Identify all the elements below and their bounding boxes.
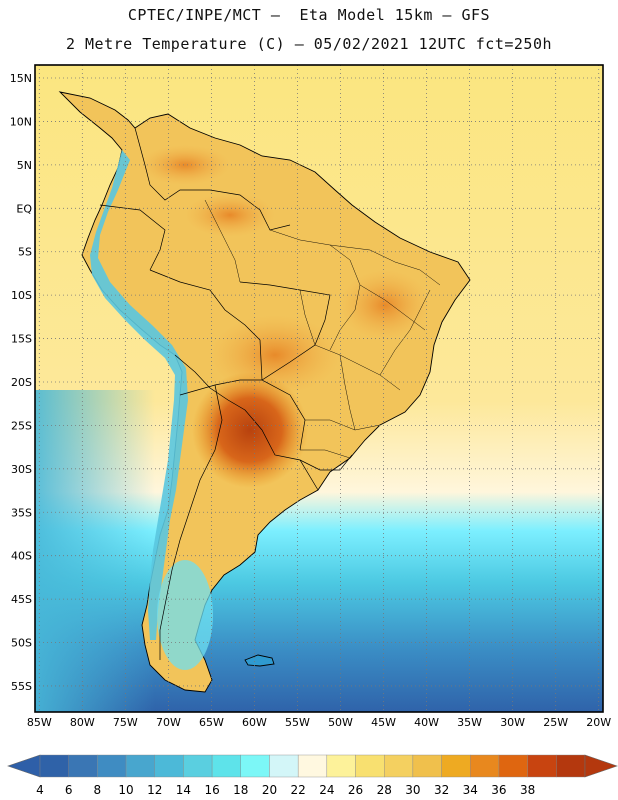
colorbar-tick-label: 30 [405, 783, 420, 797]
colorbar-tick-label: 32 [434, 783, 449, 797]
colorbar-swatch [269, 754, 299, 778]
colorbar-swatch [39, 754, 69, 778]
colorbar-tick-label: 38 [520, 783, 535, 797]
colorbar-tick-label: 12 [147, 783, 162, 797]
longitude-label: 30W [500, 716, 525, 729]
latitude-label: 10N [10, 115, 32, 128]
colorbar-swatch [527, 754, 557, 778]
latitude-label: 35S [11, 506, 32, 519]
venezuela-warm-region [140, 145, 230, 185]
colorbar-swatch [154, 754, 184, 778]
longitude-label: 20W [586, 716, 611, 729]
colorbar-tick-label: 6 [65, 783, 73, 797]
colorbar-swatch [68, 754, 98, 778]
colorbar-over-arrow [584, 754, 618, 778]
longitude-label: 70W [156, 716, 181, 729]
colorbar-swatch [441, 754, 471, 778]
colorbar-tick-label: 36 [491, 783, 506, 797]
graticule [35, 65, 603, 712]
longitude-label: 35W [457, 716, 482, 729]
colorbar-swatch [355, 754, 385, 778]
longitude-label: 60W [242, 716, 267, 729]
colorbar-tick-label: 10 [118, 783, 133, 797]
latitude-label: EQ [16, 202, 32, 215]
map-title-line1: CPTEC/INPE/MCT – Eta Model 15km – GFS [127, 6, 491, 24]
map-title-line2: 2 Metre Temperature (C) – 05/02/2021 12U… [65, 35, 553, 53]
falkland-islands [244, 654, 275, 667]
latitude-label: 25S [11, 419, 32, 432]
colorbar-under-arrow [7, 754, 41, 778]
latitude-label: 10S [11, 289, 32, 302]
colorbar-swatch [384, 754, 414, 778]
colorbar-tick-label: 28 [377, 783, 392, 797]
pacific-cool-band [35, 390, 155, 712]
patagonia-cool-region [157, 560, 213, 670]
northeast-brazil-warm-region [340, 270, 430, 340]
colorbar-tick-label: 34 [463, 783, 478, 797]
colorbar-tick-label: 14 [176, 783, 191, 797]
longitude-label: 65W [199, 716, 224, 729]
colorbar-swatch [240, 754, 270, 778]
map-frame [34, 64, 604, 713]
colorbar-tick-label: 18 [233, 783, 248, 797]
colorbar-swatch [412, 754, 442, 778]
latitude-label: 5N [17, 159, 32, 172]
colorbar-tick-label: 16 [204, 783, 219, 797]
colorbar-tick-label: 26 [348, 783, 363, 797]
colorbar-tick-label: 24 [319, 783, 334, 797]
colorbar-tick-label: 22 [291, 783, 306, 797]
longitude-label: 75W [113, 716, 138, 729]
andes-cold-strip [90, 150, 188, 640]
latitude-label: 20S [11, 376, 32, 389]
latitude-label: 50S [11, 637, 32, 650]
colorbar-swatch [125, 754, 155, 778]
latitude-label: 40S [11, 550, 32, 563]
longitude-label: 40W [414, 716, 439, 729]
latitude-label: 30S [11, 463, 32, 476]
colorbar-swatch [183, 754, 213, 778]
longitude-label: 50W [328, 716, 353, 729]
chaco-hot-core [192, 372, 308, 488]
colorbar-swatch [297, 754, 328, 778]
longitude-label: 55W [285, 716, 310, 729]
colorbar-swatch [470, 754, 500, 778]
colorbar-tick-label: 20 [262, 783, 277, 797]
colorbar-swatch [498, 754, 528, 778]
colorbar-swatch [556, 754, 586, 778]
colorbar-tick-label: 8 [94, 783, 102, 797]
latitude-label: 5S [18, 246, 32, 259]
colorbar-tick-label: 4 [36, 783, 44, 797]
colorbar-swatch [211, 754, 241, 778]
longitude-label: 45W [371, 716, 396, 729]
colorbar-swatch [97, 754, 127, 778]
longitude-label: 80W [70, 716, 95, 729]
longitude-axis-labels: 85W 80W 75W 70W 65W 60W 55W 50W 45W 40W 35W 30W 25W 2… [27, 716, 611, 729]
longitude-label: 85W [27, 716, 52, 729]
longitude-label: 25W [543, 716, 568, 729]
temperature-colorbar: 4 6 8 10 12 14 16 18 20 22 24 26 28 30 32 34 36 38 [7, 754, 618, 797]
latitude-label: 45S [11, 593, 32, 606]
latitude-axis-labels: 15N 10N 5N EQ 5S 10S 15S 20S 25S 30S 35S 40S 45S 50S 5… [10, 72, 33, 693]
latitude-label: 55S [11, 680, 32, 693]
colorbar-swatch [326, 754, 356, 778]
latitude-label: 15N [10, 72, 32, 85]
guiana-warm-region [185, 193, 275, 237]
latitude-label: 15S [11, 333, 32, 346]
